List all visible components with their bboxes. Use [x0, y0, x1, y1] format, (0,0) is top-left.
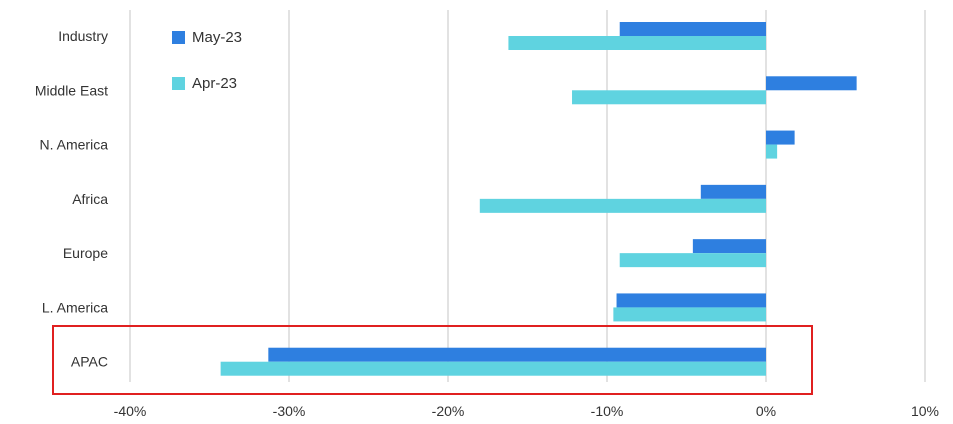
apac-highlight-box: [52, 325, 813, 395]
bar-middle-east-apr-23: [572, 90, 766, 105]
category-label-n-america: N. America: [40, 137, 109, 153]
x-tick-label: -30%: [273, 403, 306, 419]
x-tick-label: 10%: [911, 403, 939, 419]
bar-middle-east-may-23: [766, 76, 857, 91]
x-tick-label: -40%: [114, 403, 147, 419]
bar-africa-apr-23: [479, 198, 766, 213]
bar-apac-apr-23: [220, 361, 766, 376]
category-label-africa: Africa: [72, 191, 108, 207]
category-label-europe: Europe: [63, 245, 108, 261]
bar-apac-may-23: [268, 347, 766, 362]
category-label-apac: APAC: [71, 354, 108, 370]
legend-label-apr-23: Apr-23: [192, 75, 237, 92]
category-label-industry: Industry: [58, 28, 108, 44]
x-tick-label: -10%: [591, 403, 624, 419]
category-label-middle-east: Middle East: [35, 82, 108, 98]
bars: [220, 22, 857, 376]
bar-l-america-may-23: [616, 293, 766, 308]
legend-swatch-may-23: [172, 31, 185, 44]
x-axis-ticks: -40% -30% -20% -10% 0% 10%: [114, 403, 939, 419]
bar-europe-apr-23: [619, 253, 766, 268]
bar-europe-may-23: [692, 239, 766, 254]
x-tick-label: -20%: [432, 403, 465, 419]
bar-l-america-apr-23: [613, 307, 766, 322]
legend: May-23 Apr-23: [172, 29, 242, 92]
bar-n-america-may-23: [766, 130, 795, 145]
bar-africa-may-23: [700, 184, 766, 199]
legend-label-may-23: May-23: [192, 29, 242, 46]
x-tick-label: 0%: [756, 403, 776, 419]
bar-n-america-apr-23: [766, 144, 778, 159]
bar-industry-may-23: [619, 22, 766, 36]
category-label-l-america: L. America: [42, 299, 108, 315]
category-labels: Industry Middle East N. America Africa Europ…: [35, 28, 108, 370]
bar-industry-apr-23: [508, 36, 766, 50]
legend-swatch-apr-23: [172, 77, 185, 90]
